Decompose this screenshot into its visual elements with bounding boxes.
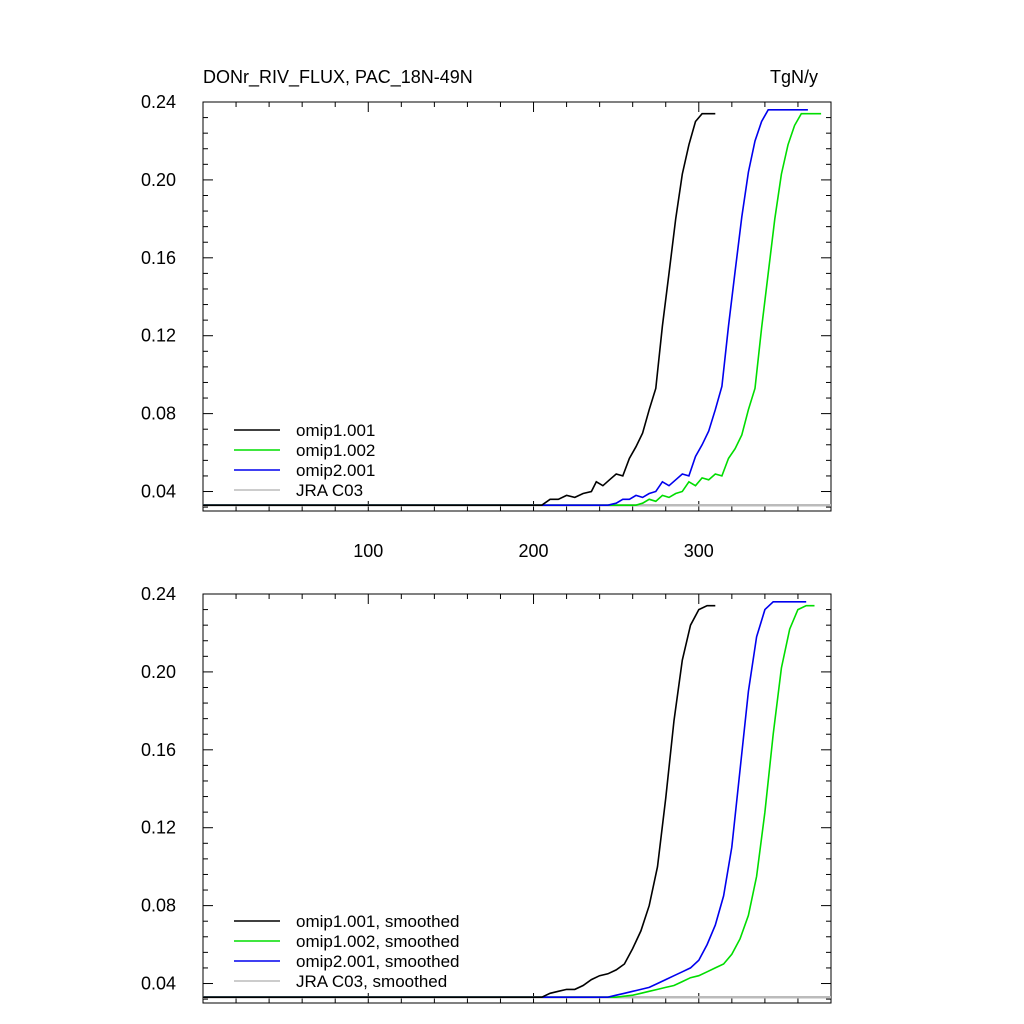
series-line: [203, 112, 822, 507]
y-tick-label: 0.24: [141, 584, 176, 604]
legend-entry: JRA C03: [296, 481, 363, 500]
y-tick-label: 0.24: [141, 92, 176, 112]
series-line: [203, 604, 716, 999]
plot-frame: [202, 593, 832, 1004]
legend-entry: omip2.001: [296, 461, 375, 480]
legend-entry: omip1.001: [296, 421, 375, 440]
series-line: [203, 112, 716, 507]
y-tick-label: 0.08: [141, 896, 176, 916]
series-line: [203, 600, 807, 999]
y-tick-label: 0.04: [141, 974, 176, 994]
y-tick-label: 0.20: [141, 170, 176, 190]
bottom-panel: 0.04 0.08 0.12 0.16 0.20 0.24 omip1.001, smoot…: [141, 584, 832, 1004]
legend-entry: omip1.002, smoothed: [296, 932, 460, 951]
legend-entry: omip2.001, smoothed: [296, 952, 460, 971]
units-label: TgN/y: [770, 67, 818, 87]
y-tick-label: 0.08: [141, 404, 176, 424]
series-line: [203, 604, 815, 999]
y-tick-label: 0.12: [141, 818, 176, 838]
y-tick-label: 0.04: [141, 482, 176, 502]
legend-entry: omip1.002: [296, 441, 375, 460]
x-tick-label: 100: [353, 541, 383, 561]
y-tick-label: 0.20: [141, 662, 176, 682]
y-tick-label: 0.12: [141, 326, 176, 346]
legend-entry: JRA C03, smoothed: [296, 972, 447, 991]
plot-frame: [202, 101, 832, 512]
x-tick-label: 200: [519, 541, 549, 561]
y-tick-label: 0.16: [141, 248, 176, 268]
chart-title: DONr_RIV_FLUX, PAC_18N-49N: [203, 67, 473, 88]
top-panel: 100 200 300 0.04 0.08 0.12 0.16 0.20 0.24 omip1.0…: [141, 92, 832, 561]
x-tick-label: 300: [684, 541, 714, 561]
legend-entry: omip1.001, smoothed: [296, 912, 460, 931]
y-tick-label: 0.16: [141, 740, 176, 760]
series-line: [203, 109, 808, 507]
